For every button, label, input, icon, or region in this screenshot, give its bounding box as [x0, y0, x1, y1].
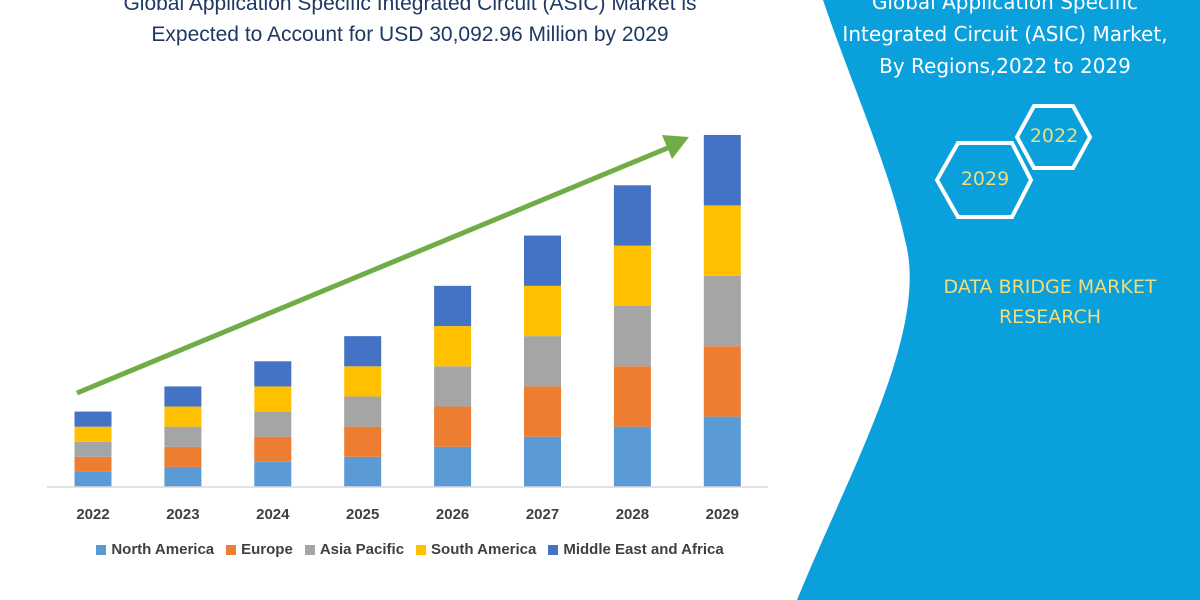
- hexagon-2029: [934, 141, 1034, 219]
- legend-label: Middle East and Africa: [563, 541, 724, 558]
- bar-segment-2029-asia-pacific: [703, 275, 741, 347]
- legend-label: Europe: [241, 541, 293, 558]
- trend-arrow: [76, 135, 689, 396]
- bar-segment-2023-europe: [164, 446, 202, 467]
- bar-segment-2027-europe: [524, 386, 561, 437]
- bar-segment-2023-south-america: [164, 406, 202, 427]
- x-tick-label: 2029: [706, 506, 739, 523]
- bar-segment-2024-asia-pacific: [254, 411, 292, 437]
- bar-segment-2026-middle-east-and-africa: [434, 285, 472, 327]
- bar-segment-2022-europe: [74, 456, 112, 472]
- x-tick-label: 2026: [436, 506, 469, 523]
- bar-segment-2026-europe: [434, 406, 472, 447]
- legend-item: Europe: [226, 541, 293, 558]
- legend: North America Europe Asia Pacific South Ame…: [40, 541, 780, 558]
- panel-title-line-2: Integrated Circuit (ASIC) Market,: [842, 22, 1168, 46]
- brand-line-1: DATA BRIDGE MARKET: [943, 276, 1157, 298]
- x-tick-label: 2025: [346, 506, 379, 523]
- bar-segment-2028-asia-pacific: [613, 305, 651, 367]
- x-tick-label: 2022: [76, 506, 109, 523]
- panel-title-line-3: By Regions,2022 to 2029: [879, 54, 1131, 78]
- legend-swatch: [304, 544, 315, 555]
- legend-label: Asia Pacific: [319, 541, 405, 558]
- bar-segment-2027-south-america: [524, 285, 561, 337]
- x-tick-label: 2027: [526, 506, 559, 523]
- legend-item: Middle East and Africa: [548, 541, 724, 558]
- brand-line-2: RESEARCH: [998, 306, 1102, 328]
- legend-swatch: [416, 544, 427, 555]
- bar-segment-2027-middle-east-and-africa: [524, 235, 561, 286]
- bar-segment-2024-europe: [254, 436, 292, 462]
- bar-segment-2026-north-america: [434, 446, 472, 487]
- bar-segment-2025-south-america: [344, 366, 382, 397]
- panel-title: Global Application Specific Integrated C…: [820, 0, 1190, 82]
- legend-label: South America: [431, 541, 537, 558]
- bar-segment-2029-middle-east-and-africa: [703, 135, 741, 206]
- bar-segment-2025-north-america: [344, 456, 382, 487]
- bar-segment-2022-middle-east-and-africa: [74, 411, 112, 427]
- hex-label-2022: 2022: [1029, 125, 1079, 147]
- bar-segment-2022-south-america: [74, 426, 112, 442]
- bar-segment-2027-asia-pacific: [524, 336, 561, 387]
- hex-label-2029: 2029: [960, 168, 1010, 190]
- legend-swatch: [548, 544, 559, 555]
- trend-arrow-line: [76, 144, 671, 396]
- bar-segment-2025-europe: [344, 426, 382, 457]
- x-tick-label: 2024: [256, 506, 290, 523]
- stacked-bar-chart: 2022 2023 2024 2025 2026 2027 2028 2029: [47, 135, 768, 523]
- legend-label: North America: [111, 541, 215, 558]
- title-line-2: Expected to Account for USD 30,092.96 Mi…: [151, 23, 669, 46]
- trend-arrow-head: [662, 135, 689, 159]
- brand-name: DATA BRIDGE MARKET RESEARCH: [900, 272, 1200, 332]
- bar-segment-2025-middle-east-and-africa: [344, 336, 382, 367]
- bar-segment-2023-middle-east-and-africa: [164, 386, 202, 407]
- legend-item: South America: [416, 541, 536, 558]
- bar-segment-2028-europe: [613, 366, 651, 427]
- bar-segment-2024-south-america: [254, 386, 292, 412]
- bars-group: [74, 135, 741, 487]
- legend-swatch: [226, 544, 237, 555]
- bar-segment-2024-middle-east-and-africa: [254, 361, 292, 387]
- bar-segment-2029-europe: [703, 346, 741, 417]
- x-tick-labels: 2022 2023 2024 2025 2026 2027 2028 2029: [76, 506, 739, 523]
- chart-title: Global Application Specific Integrated C…: [40, 0, 780, 50]
- panel-title-line-1: Global Application Specific: [871, 0, 1139, 14]
- title-line-1: Global Application Specific Integrated C…: [123, 0, 697, 15]
- legend-swatch: [96, 544, 107, 555]
- x-tick-label: 2023: [166, 506, 199, 523]
- blue-panel-shape: [797, 0, 1200, 600]
- hexagon-2022: [1014, 104, 1093, 170]
- bar-segment-2027-north-america: [524, 436, 561, 487]
- legend-item: Asia Pacific: [304, 541, 405, 558]
- legend-item: North America: [96, 541, 214, 558]
- bar-segment-2028-north-america: [613, 426, 651, 487]
- bar-segment-2022-asia-pacific: [74, 441, 112, 457]
- bar-segment-2028-middle-east-and-africa: [613, 185, 651, 246]
- bar-segment-2026-asia-pacific: [434, 366, 472, 407]
- bar-segment-2024-north-america: [254, 461, 292, 487]
- bar-segment-2025-asia-pacific: [344, 396, 382, 427]
- bar-segment-2029-south-america: [703, 205, 741, 276]
- bar-segment-2026-south-america: [434, 326, 472, 367]
- bar-segment-2029-north-america: [703, 416, 741, 487]
- bar-segment-2023-asia-pacific: [164, 426, 202, 447]
- bar-segment-2023-north-america: [164, 466, 202, 487]
- bar-segment-2028-south-america: [613, 245, 651, 306]
- x-tick-label: 2028: [616, 506, 649, 523]
- bar-segment-2022-north-america: [74, 471, 112, 487]
